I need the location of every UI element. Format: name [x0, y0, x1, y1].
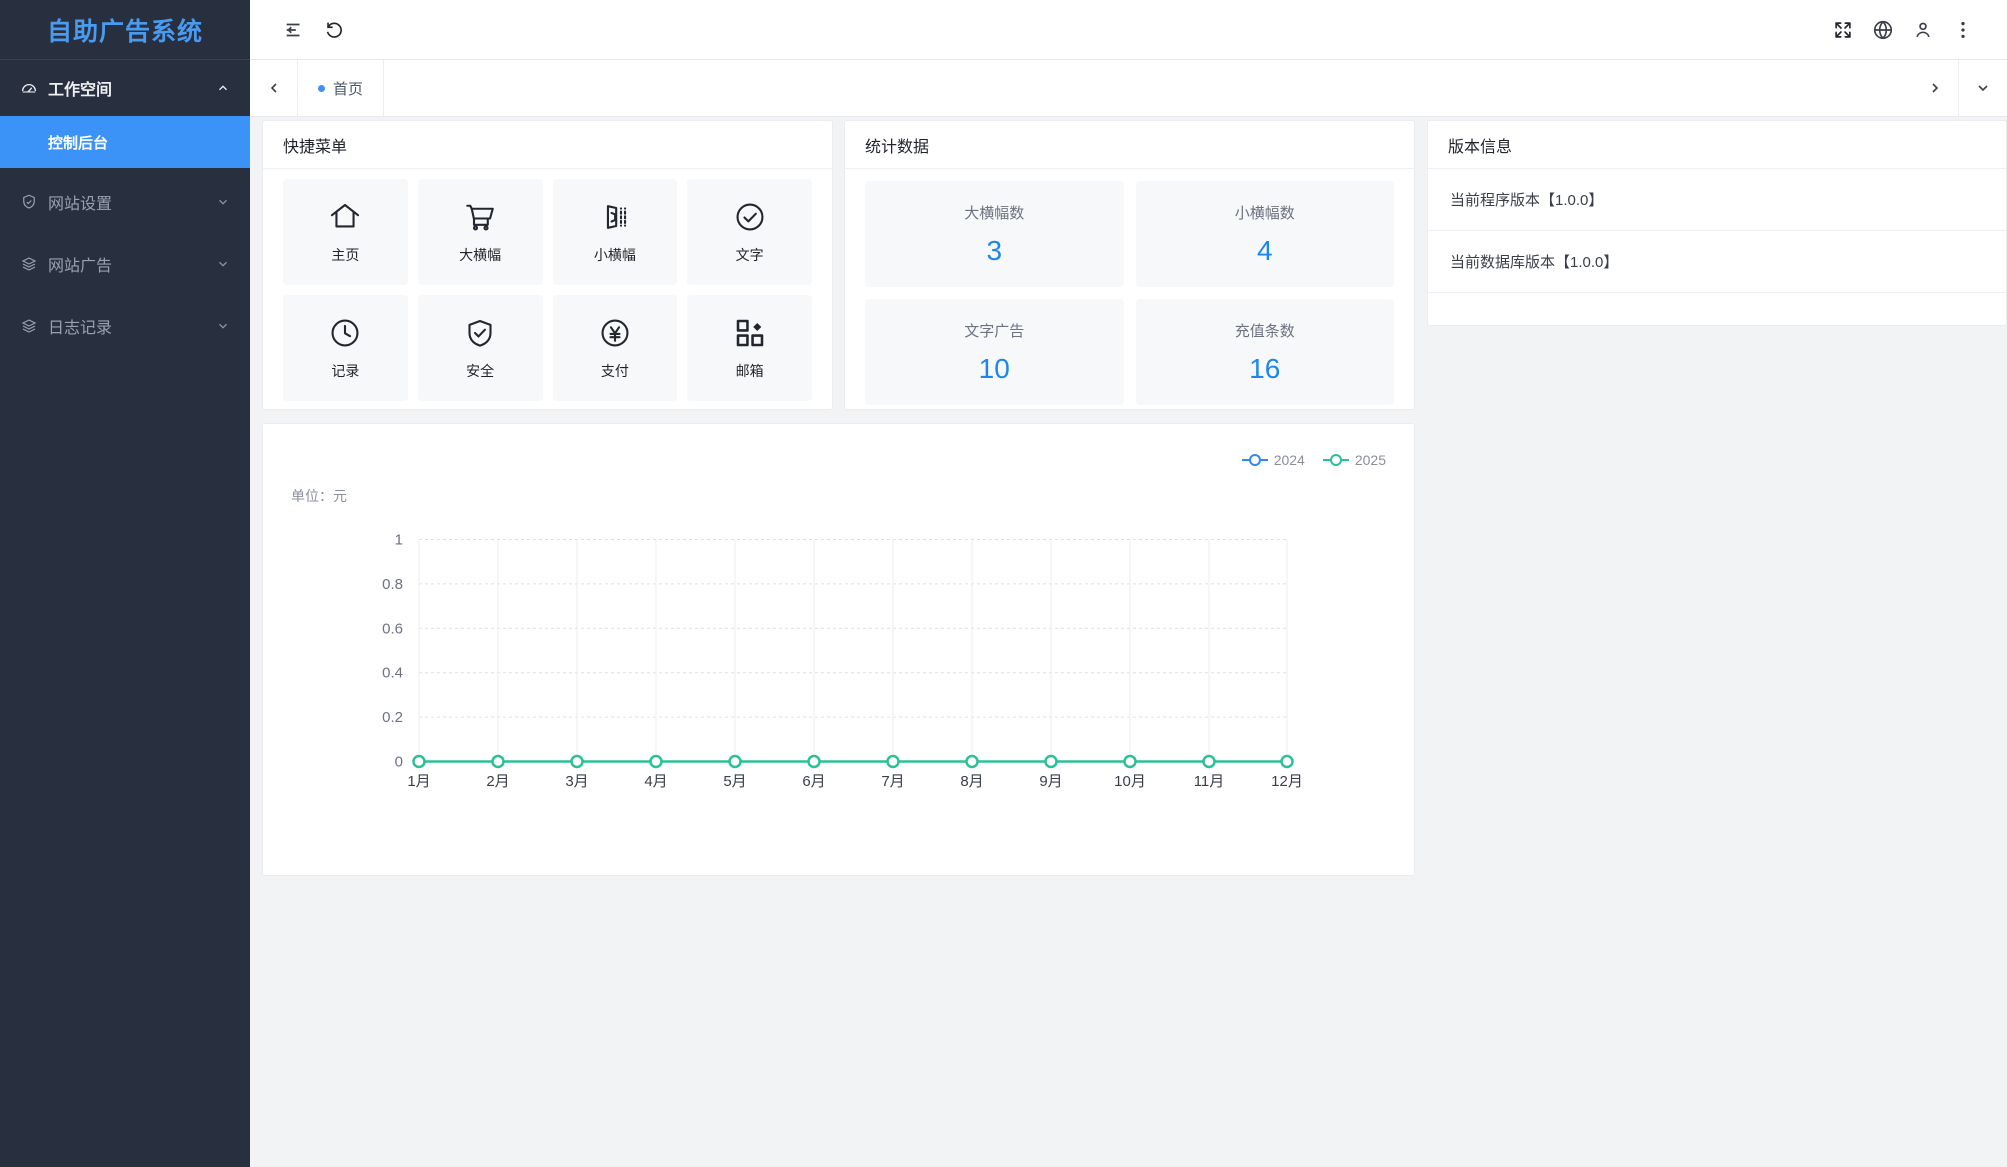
svg-text:0.6: 0.6 [382, 620, 403, 637]
svg-text:1: 1 [395, 532, 403, 549]
svg-text:8月: 8月 [960, 773, 983, 790]
svg-text:12月: 12月 [1271, 773, 1303, 790]
svg-text:4月: 4月 [644, 773, 667, 790]
svg-text:0.2: 0.2 [382, 709, 403, 726]
svg-text:9月: 9月 [1039, 773, 1062, 790]
svg-text:0: 0 [395, 754, 403, 771]
svg-text:10月: 10月 [1114, 773, 1146, 790]
svg-text:5月: 5月 [723, 773, 746, 790]
svg-text:11月: 11月 [1194, 773, 1225, 790]
svg-text:7月: 7月 [881, 773, 904, 790]
svg-text:1月: 1月 [407, 773, 430, 790]
svg-text:2月: 2月 [486, 773, 509, 790]
svg-text:6月: 6月 [802, 773, 825, 790]
svg-text:0.8: 0.8 [382, 576, 403, 593]
svg-text:3月: 3月 [565, 773, 588, 790]
svg-text:0.4: 0.4 [382, 665, 403, 682]
